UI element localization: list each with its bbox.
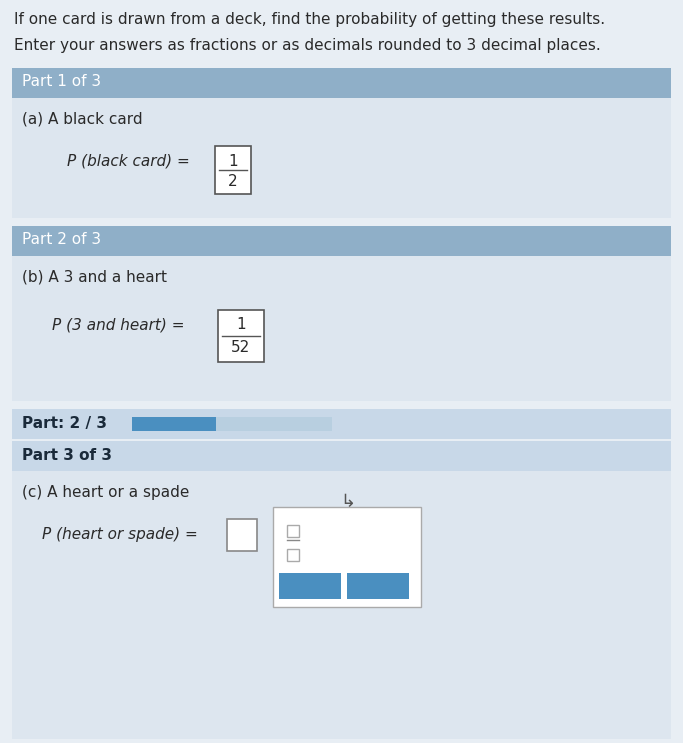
Text: 52: 52 xyxy=(232,340,251,355)
Bar xyxy=(347,573,409,599)
Bar xyxy=(132,417,332,431)
Text: P (black card) =: P (black card) = xyxy=(67,154,195,169)
Bar xyxy=(273,507,421,607)
Text: (a) A black card: (a) A black card xyxy=(22,112,143,127)
Bar xyxy=(12,226,671,256)
Bar xyxy=(132,417,216,431)
Bar xyxy=(12,441,671,471)
Text: 2: 2 xyxy=(228,174,238,189)
Text: Part 2 of 3: Part 2 of 3 xyxy=(22,232,101,247)
Bar xyxy=(12,68,671,98)
Bar xyxy=(12,98,671,218)
Text: P (3 and heart) =: P (3 and heart) = xyxy=(52,318,189,333)
Text: (b) A 3 and a heart: (b) A 3 and a heart xyxy=(22,270,167,285)
Bar xyxy=(218,310,264,362)
Bar xyxy=(12,256,671,401)
Text: If one card is drawn from a deck, find the probability of getting these results.: If one card is drawn from a deck, find t… xyxy=(14,12,605,27)
Text: Enter your answers as fractions or as decimals rounded to 3 decimal places.: Enter your answers as fractions or as de… xyxy=(14,38,601,53)
Text: Part: 2 / 3: Part: 2 / 3 xyxy=(22,416,107,431)
Bar xyxy=(279,573,341,599)
Bar xyxy=(287,525,299,537)
Text: 1: 1 xyxy=(228,154,238,169)
Bar xyxy=(12,409,671,439)
Text: ↳: ↳ xyxy=(340,493,355,511)
Bar xyxy=(12,471,671,739)
Bar xyxy=(227,519,257,551)
Text: Part 3 of 3: Part 3 of 3 xyxy=(22,448,112,463)
Text: 1: 1 xyxy=(236,317,246,332)
Text: Part 1 of 3: Part 1 of 3 xyxy=(22,74,101,89)
Text: P (heart or spade) =: P (heart or spade) = xyxy=(42,527,203,542)
Bar xyxy=(215,146,251,194)
Bar xyxy=(287,549,299,561)
Text: (c) A heart or a spade: (c) A heart or a spade xyxy=(22,485,189,500)
